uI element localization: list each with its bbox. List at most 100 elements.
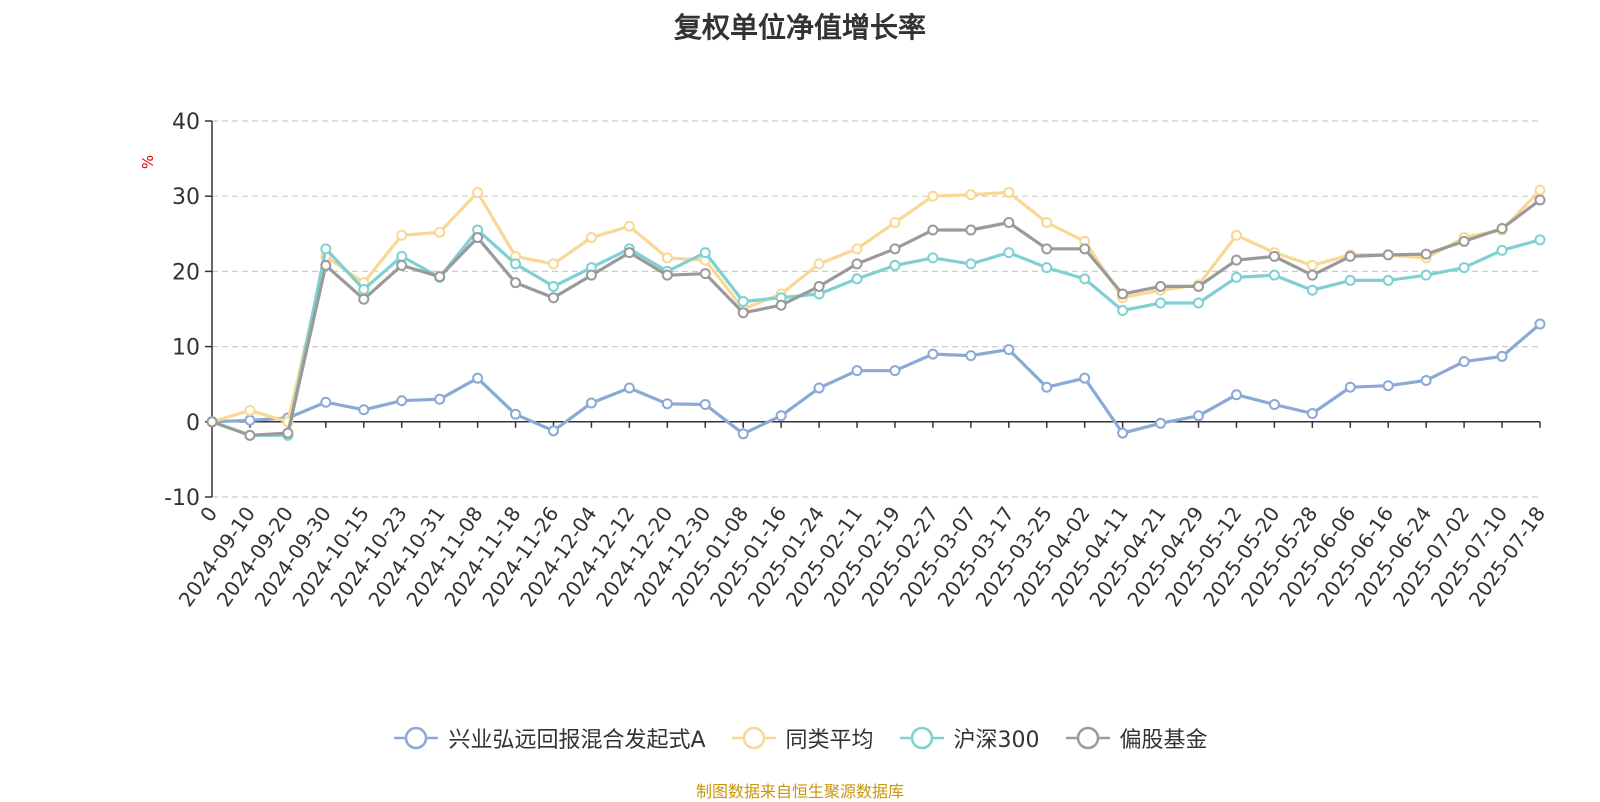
data-point	[661, 269, 673, 281]
data-point	[1496, 350, 1508, 362]
data-point	[396, 259, 408, 271]
legend-item[interactable]: 同类平均	[730, 722, 874, 754]
data-point	[585, 269, 597, 281]
data-point	[1344, 250, 1356, 262]
data-point	[1230, 271, 1242, 283]
data-point	[851, 258, 863, 270]
y-tick-label: 20	[172, 260, 200, 285]
y-axis-unit: %	[139, 155, 157, 169]
legend-label: 沪深300	[953, 728, 1040, 753]
data-point	[1496, 244, 1508, 256]
data-point	[1003, 217, 1015, 229]
data-point	[396, 229, 408, 241]
data-point	[547, 258, 559, 270]
data-point	[889, 365, 901, 377]
data-point	[813, 258, 825, 270]
data-point	[661, 252, 673, 264]
x-tick-label: 0	[195, 502, 222, 526]
series-line	[210, 322, 1542, 436]
data-point	[434, 271, 446, 283]
data-point	[927, 252, 939, 264]
data-point	[1496, 223, 1508, 235]
data-point	[623, 382, 635, 394]
data-point	[1268, 250, 1280, 262]
grid-lines	[212, 120, 1540, 498]
data-point	[1382, 274, 1394, 286]
data-point	[1230, 254, 1242, 266]
data-point	[1230, 389, 1242, 401]
legend-line-circle-icon	[731, 726, 776, 750]
data-point	[282, 427, 294, 439]
data-point	[1306, 269, 1318, 281]
legend-label: 偏股基金	[1119, 728, 1208, 753]
data-point	[547, 292, 559, 304]
data-point	[1003, 186, 1015, 198]
data-point	[1079, 273, 1091, 285]
data-point	[737, 428, 749, 440]
axes: -1001020304002024-09-102024-09-202024-09…	[164, 110, 1550, 611]
data-point	[1117, 288, 1129, 300]
data-point	[965, 189, 977, 201]
legend-item[interactable]: 沪深300	[898, 722, 1040, 754]
data-point	[585, 232, 597, 244]
data-point	[1041, 217, 1053, 229]
data-point	[244, 405, 256, 417]
data-point	[510, 408, 522, 420]
data-point	[1382, 249, 1394, 261]
data-point	[889, 217, 901, 229]
data-point	[889, 259, 901, 271]
legend-line-circle-icon	[394, 726, 439, 750]
data-point	[206, 416, 218, 428]
data-point	[1420, 374, 1432, 386]
data-point	[1041, 262, 1053, 274]
data-point	[1041, 381, 1053, 393]
legend-label: 同类平均	[785, 728, 874, 753]
data-point	[927, 348, 939, 360]
data-point	[813, 280, 825, 292]
data-point	[775, 299, 787, 311]
data-point	[813, 382, 825, 394]
data-point	[1458, 356, 1470, 368]
data-point	[623, 220, 635, 232]
data-point	[851, 273, 863, 285]
data-point	[1079, 372, 1091, 384]
y-tick-label: 40	[172, 110, 200, 135]
data-point	[1193, 410, 1205, 422]
data-point	[965, 350, 977, 362]
data-point	[320, 396, 332, 408]
data-point	[927, 224, 939, 236]
data-point	[1003, 247, 1015, 259]
data-point	[1155, 280, 1167, 292]
data-point	[1306, 259, 1318, 271]
data-point	[585, 397, 597, 409]
data-point	[965, 258, 977, 270]
data-point	[1306, 284, 1318, 296]
data-point	[927, 190, 939, 202]
data-point	[737, 295, 749, 307]
data-point	[434, 226, 446, 238]
data-point	[1117, 305, 1129, 317]
legend-item[interactable]: 兴业弘远回报混合发起式A	[392, 722, 706, 754]
data-point	[1420, 248, 1432, 260]
data-point	[244, 429, 256, 441]
data-point	[1230, 229, 1242, 241]
y-tick-label: -10	[164, 486, 200, 511]
data-point	[699, 247, 711, 259]
data-point	[1534, 194, 1546, 206]
data-point	[851, 365, 863, 377]
legend-line-circle-icon	[899, 726, 944, 750]
data-point	[1344, 274, 1356, 286]
data-point	[1382, 380, 1394, 392]
y-tick-label: 10	[172, 336, 200, 361]
data-point	[851, 243, 863, 255]
data-point	[358, 283, 370, 295]
data-point	[1041, 243, 1053, 255]
data-point	[244, 414, 256, 426]
data-point	[889, 243, 901, 255]
legend-item[interactable]: 偏股基金	[1064, 722, 1208, 754]
data-point	[1534, 318, 1546, 330]
data-point	[358, 404, 370, 416]
data-point	[396, 395, 408, 407]
data-point	[434, 393, 446, 405]
data-point	[1420, 269, 1432, 281]
